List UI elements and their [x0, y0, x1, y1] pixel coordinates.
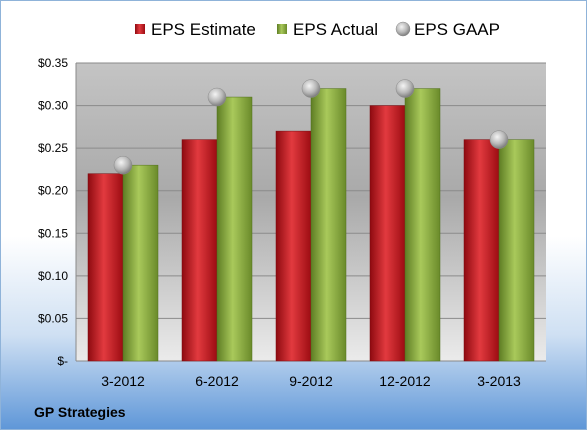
- legend-swatch-eps-gaap: [395, 21, 411, 37]
- marker-eps-gaap: [489, 130, 509, 149]
- legend-swatch-eps-estimate: [135, 24, 145, 34]
- y-tick-label: $0.35: [38, 56, 68, 70]
- bar-eps-estimate: [463, 139, 500, 362]
- y-tick-label: $-: [57, 354, 68, 368]
- bar-eps-actual: [498, 139, 535, 362]
- marker-eps-gaap: [113, 155, 133, 175]
- bar-eps-actual: [122, 164, 159, 362]
- x-tick-label: 12-2012: [379, 373, 431, 389]
- y-tick-label: $0.05: [38, 311, 68, 325]
- bar-eps-estimate: [87, 173, 124, 362]
- y-tick-label: $0.25: [38, 141, 68, 155]
- bar-eps-actual: [216, 96, 253, 362]
- legend-label: EPS Estimate: [151, 20, 256, 39]
- legend-label: EPS GAAP: [414, 20, 500, 39]
- y-tick-label: $0.15: [38, 226, 68, 240]
- bar-eps-estimate: [369, 105, 406, 362]
- x-tick-label: 3-2013: [477, 373, 521, 389]
- bar-eps-estimate: [275, 130, 312, 362]
- y-tick-label: $0.10: [38, 269, 68, 283]
- bar-eps-actual: [310, 88, 347, 362]
- company-name: GP Strategies: [34, 404, 126, 420]
- marker-eps-gaap: [207, 87, 227, 107]
- legend-label: EPS Actual: [293, 20, 378, 39]
- x-tick-label: 3-2012: [101, 373, 145, 389]
- x-tick-label: 9-2012: [289, 373, 333, 389]
- legend-swatch-eps-actual: [277, 24, 287, 34]
- marker-eps-gaap: [301, 79, 321, 98]
- bar-eps-estimate: [181, 139, 218, 362]
- y-tick-label: $0.30: [38, 99, 68, 113]
- x-tick-label: 6-2012: [195, 373, 239, 389]
- bar-eps-actual: [404, 88, 441, 362]
- marker-eps-gaap: [395, 79, 415, 98]
- y-tick-label: $0.20: [38, 184, 68, 198]
